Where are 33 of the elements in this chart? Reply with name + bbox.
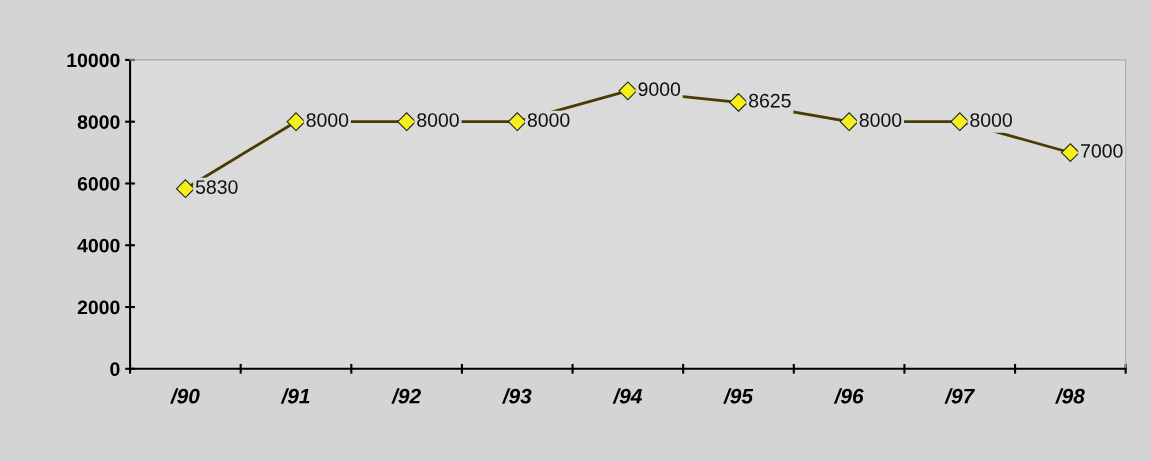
x-tick-label: /90 xyxy=(170,388,200,404)
point xyxy=(397,112,417,132)
data-label: 8625 xyxy=(749,93,791,108)
point xyxy=(1060,143,1080,162)
data-label: 8000 xyxy=(306,113,349,127)
x-tick-label: /98 xyxy=(1055,388,1085,404)
y-tick-label: 6000 xyxy=(77,176,120,191)
point xyxy=(950,112,970,132)
data-label: 9000 xyxy=(638,82,681,97)
data-label: 8000 xyxy=(527,113,570,127)
point xyxy=(507,112,527,132)
data-label: 8000 xyxy=(859,113,902,127)
x-tick-label: /91 xyxy=(280,388,310,404)
data-label: 8000 xyxy=(417,113,459,127)
y-tick-label: 4000 xyxy=(77,238,120,253)
x-tick-label: /97 xyxy=(944,388,976,404)
point xyxy=(839,112,859,132)
y-tick-label: 0 xyxy=(110,362,120,377)
point xyxy=(618,81,638,101)
x-tick-label: /93 xyxy=(501,388,532,404)
y-tick-label: 10000 xyxy=(67,53,120,68)
y-tick-label: 8000 xyxy=(77,115,120,129)
point xyxy=(729,93,748,112)
data-label: 8000 xyxy=(970,113,1012,127)
point xyxy=(286,112,306,132)
x-tick-label: /94 xyxy=(612,388,642,404)
y-tick-label: 2000 xyxy=(77,300,120,315)
x-tick-label: /95 xyxy=(723,388,754,404)
data-label: 5830 xyxy=(195,180,238,194)
point xyxy=(175,179,195,199)
x-tick-label: /92 xyxy=(391,388,421,404)
x-tick-label: /96 xyxy=(833,388,864,404)
data-label: 7000 xyxy=(1081,144,1123,158)
